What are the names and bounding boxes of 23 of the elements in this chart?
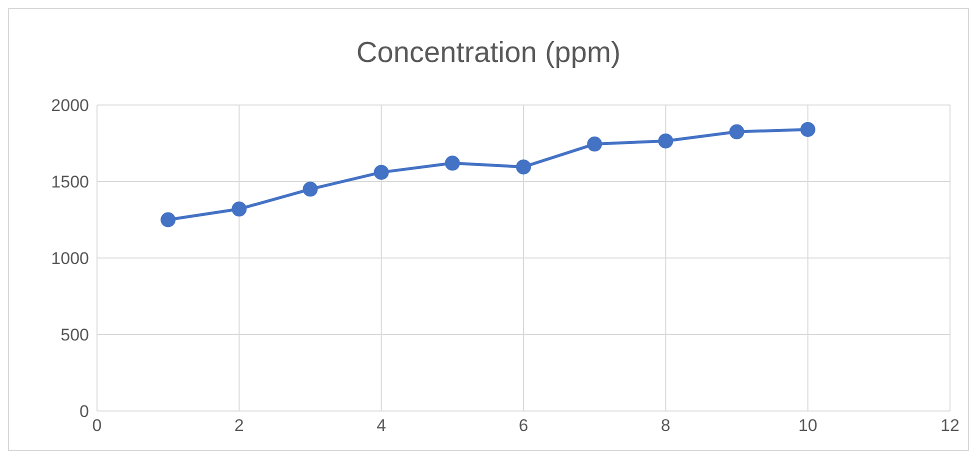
x-tick-label: 6 <box>518 416 528 436</box>
point <box>160 212 176 228</box>
point <box>587 136 602 152</box>
y-tick-label: 1000 <box>51 249 89 268</box>
point <box>374 164 389 180</box>
x-tick-label: 12 <box>940 416 960 436</box>
point <box>302 182 318 197</box>
x-tick-label: 2 <box>234 416 244 436</box>
x-tick-label: 0 <box>92 416 102 436</box>
y-tick-label: 0 <box>80 402 89 422</box>
x-tick-label: 4 <box>376 416 386 436</box>
point <box>658 133 674 148</box>
y-tick-label: 500 <box>60 326 89 345</box>
point <box>800 122 816 137</box>
x-tick-label: 8 <box>660 416 670 436</box>
point <box>444 156 460 171</box>
chart-title: Concentration (ppm) <box>355 36 622 71</box>
y-tick-label: 1500 <box>51 172 89 192</box>
point <box>516 159 531 174</box>
x-tick-label: 10 <box>798 416 818 436</box>
point <box>232 202 247 217</box>
point <box>729 124 744 140</box>
y-tick-label: 2000 <box>51 96 89 116</box>
